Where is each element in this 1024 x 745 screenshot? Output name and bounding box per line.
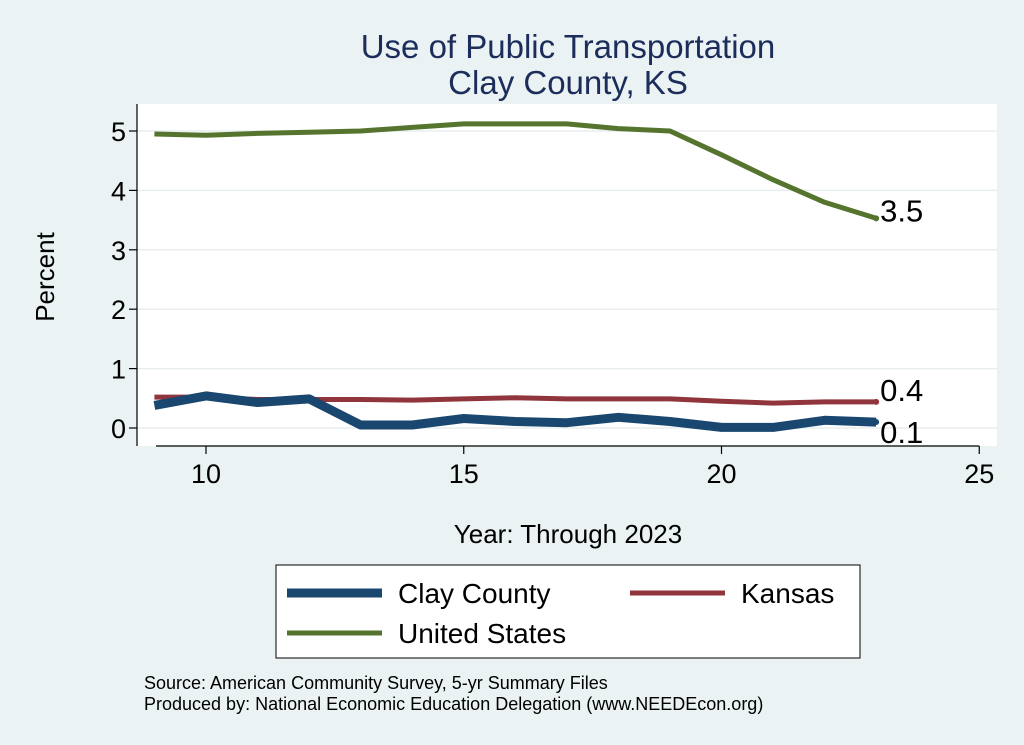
y-tick-label: 2 — [111, 295, 126, 325]
x-tick-label: 15 — [449, 459, 479, 489]
series-line-united-states — [154, 121, 877, 221]
y-tick-label: 1 — [111, 355, 126, 385]
x-tick-label: 25 — [964, 459, 994, 489]
y-tick-label: 0 — [111, 414, 126, 444]
series-end-point — [873, 215, 880, 222]
y-tick-label: 4 — [111, 176, 126, 206]
x-tick-label: 10 — [191, 459, 221, 489]
end-value-label: 0.1 — [880, 415, 923, 450]
legend-label-united-states: United States — [398, 618, 566, 649]
y-axis-title: Percent — [30, 231, 60, 321]
plot-area — [137, 104, 997, 446]
y-tick-label: 3 — [111, 236, 126, 266]
y-tick-label: 5 — [111, 117, 126, 147]
legend-label-kansas: Kansas — [741, 578, 834, 609]
produced-by-note: Produced by: National Economic Education… — [144, 694, 763, 714]
legend-box — [275, 564, 861, 659]
chart-title: Use of Public Transportation — [361, 28, 776, 65]
source-note: Source: American Community Survey, 5-yr … — [144, 673, 608, 693]
series-end-point — [873, 419, 880, 426]
series-lines — [153, 121, 880, 432]
end-value-label: 3.5 — [880, 193, 923, 228]
series-end-point — [873, 398, 880, 405]
series-line-clay-county — [153, 391, 877, 432]
axes: 0 1 2 3 4 5 10 15 20 25 — [111, 104, 994, 489]
x-tick-label: 20 — [706, 459, 736, 489]
end-value-label: 0.4 — [880, 373, 923, 408]
end-labels: 0.4 3.5 0.1 — [880, 193, 923, 450]
legend-label-clay-county: Clay County — [398, 578, 551, 609]
x-axis-title: Year: Through 2023 — [454, 519, 682, 549]
chart-subtitle: Clay County, KS — [448, 64, 688, 101]
legend: Clay County Kansas United States — [275, 564, 861, 659]
